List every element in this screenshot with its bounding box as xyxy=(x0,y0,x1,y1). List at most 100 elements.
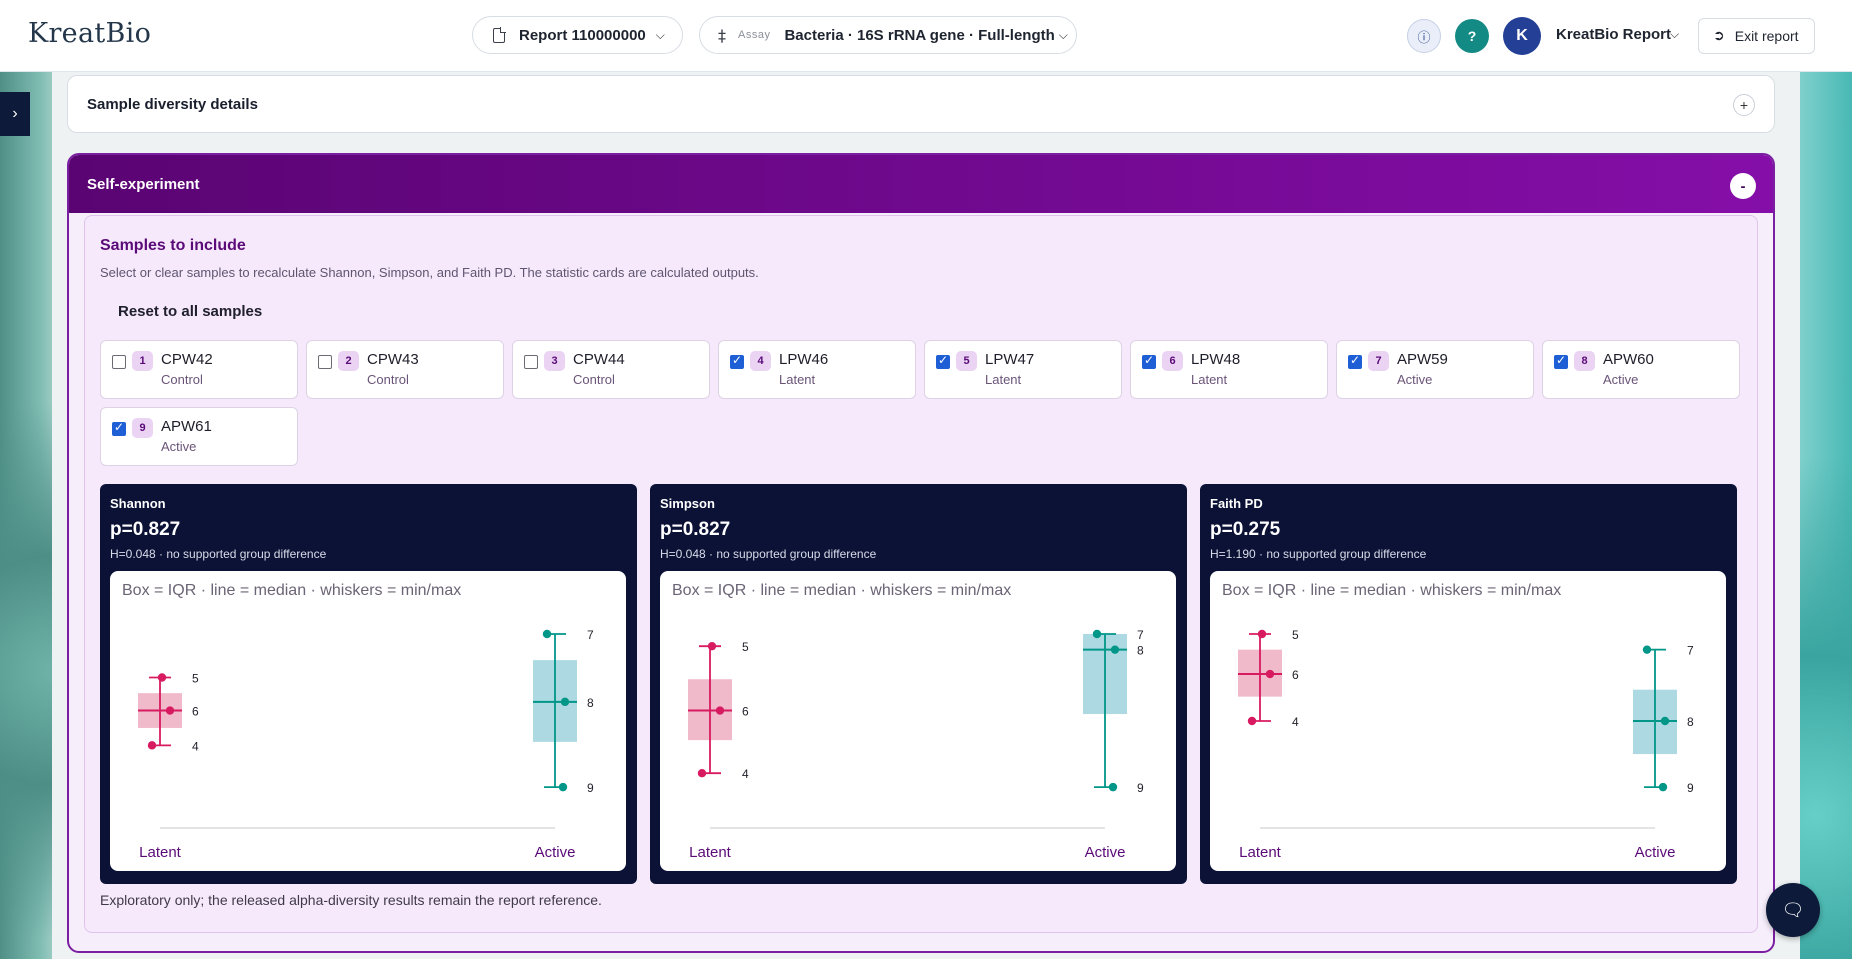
stat-title: Faith PD xyxy=(1210,496,1263,511)
sample-group: Latent xyxy=(1191,372,1228,387)
logo-text: KreatBio xyxy=(28,18,152,49)
exit-icon: ➲ xyxy=(1713,28,1725,44)
stat-card-shannon: Shannon p=0.827 H=0.048 · no supported g… xyxy=(100,484,637,884)
sample-checkbox[interactable] xyxy=(112,355,126,369)
point-label: 5 xyxy=(742,640,749,654)
reset-samples-button[interactable]: Reset to all samples xyxy=(118,303,263,320)
sample-number: 1 xyxy=(132,351,153,371)
data-point xyxy=(715,706,725,715)
chevron-down-icon[interactable]: ⌵ xyxy=(1670,27,1680,41)
sample-option-cpw42[interactable]: 1 CPW42 Control xyxy=(100,340,298,399)
sample-name: LPW48 xyxy=(1191,351,1241,368)
assay-tag: Assay xyxy=(738,29,771,41)
sample-number: 9 xyxy=(132,418,153,438)
chevron-down-icon: ⌵ xyxy=(655,27,665,42)
sample-option-apw60[interactable]: 8 APW60 Active xyxy=(1542,340,1740,399)
sample-name: APW60 xyxy=(1603,351,1654,368)
sample-number: 4 xyxy=(750,351,771,371)
help-icon: ? xyxy=(1467,28,1477,44)
point-label: 5 xyxy=(192,672,199,686)
sample-name: CPW44 xyxy=(573,351,625,368)
box-plot: Box = IQR · line = median · whiskers = m… xyxy=(660,571,1176,871)
stat-p-value: p=0.275 xyxy=(1210,519,1281,540)
stat-card-simpson: Simpson p=0.827 H=0.048 · no supported g… xyxy=(650,484,1187,884)
plot-legend-note: Box = IQR · line = median · whiskers = m… xyxy=(672,582,1012,599)
box-plot-svg: 5 6 4 Latent 7 8 9 Active xyxy=(1238,628,1694,861)
sample-checkbox[interactable] xyxy=(730,353,744,369)
sample-checkbox[interactable] xyxy=(112,420,126,436)
assay-selector[interactable]: ‡ Assay Bacteria · 16S rRNA gene · Full-… xyxy=(699,16,1077,54)
sample-checkbox[interactable] xyxy=(524,355,538,369)
point-label: 4 xyxy=(742,767,749,781)
samples-title: Samples to include xyxy=(100,237,246,254)
sample-checkbox[interactable] xyxy=(1142,353,1156,369)
point-label: 9 xyxy=(1137,781,1144,795)
sample-checkbox[interactable] xyxy=(318,355,332,369)
point-label: 9 xyxy=(587,781,594,795)
user-name[interactable]: KreatBio Report xyxy=(1556,26,1672,43)
plot-legend-note: Box = IQR · line = median · whiskers = m… xyxy=(122,582,462,599)
data-point xyxy=(1660,716,1670,726)
chevron-right-icon: › xyxy=(12,105,18,122)
sample-number: 7 xyxy=(1368,351,1389,371)
collapse-button[interactable]: - xyxy=(1730,173,1756,199)
sample-option-apw59[interactable]: 7 APW59 Active xyxy=(1336,340,1534,399)
assay-value: Bacteria · 16S rRNA gene · Full-length xyxy=(784,26,1055,44)
sample-name: CPW43 xyxy=(367,351,419,368)
data-point xyxy=(697,769,707,778)
category-label-latent: Latent xyxy=(139,844,182,861)
sample-group: Control xyxy=(573,372,615,387)
data-point xyxy=(147,741,157,750)
self-experiment-header[interactable]: Self-experiment - xyxy=(69,155,1773,213)
stat-p-value: p=0.827 xyxy=(660,519,731,540)
help-button[interactable]: ? xyxy=(1455,19,1489,53)
data-point xyxy=(1247,716,1257,726)
report-label: Report 110000000 xyxy=(519,26,646,44)
report-selector[interactable]: Report 110000000 ⌵ xyxy=(472,16,683,54)
data-point xyxy=(1265,669,1275,679)
data-point xyxy=(558,782,568,792)
data-point xyxy=(542,629,552,639)
point-label: 4 xyxy=(1292,715,1299,729)
sample-checkbox[interactable] xyxy=(1348,353,1362,369)
info-button[interactable]: ⓘ xyxy=(1407,19,1441,53)
stat-subtitle: H=0.048 · no supported group difference xyxy=(110,547,327,561)
category-label-active: Active xyxy=(1085,844,1126,861)
sidebar-toggle[interactable]: › xyxy=(0,92,30,136)
sample-option-lpw48[interactable]: 6 LPW48 Latent xyxy=(1130,340,1328,399)
exit-label: Exit report xyxy=(1734,28,1799,44)
diversity-details-card[interactable]: Sample diversity details + xyxy=(67,75,1775,133)
footnote: Exploratory only; the released alpha-div… xyxy=(100,892,602,908)
chat-button[interactable]: 🗨 xyxy=(1766,883,1820,937)
sample-option-lpw47[interactable]: 5 LPW47 Latent xyxy=(924,340,1122,399)
sample-option-cpw43[interactable]: 2 CPW43 Control xyxy=(306,340,504,399)
sample-number: 6 xyxy=(1162,351,1183,371)
sample-checkbox[interactable] xyxy=(1554,353,1568,369)
sample-name: CPW42 xyxy=(161,351,213,368)
box-plot-svg: 5 6 4 Latent 7 8 9 Active xyxy=(688,628,1144,861)
point-label: 7 xyxy=(587,628,594,642)
stat-title: Shannon xyxy=(110,496,166,511)
stat-p-value: p=0.827 xyxy=(110,519,181,540)
point-label: 6 xyxy=(192,705,199,719)
sample-name: APW61 xyxy=(161,418,212,435)
point-label: 8 xyxy=(1137,644,1144,658)
assay-icon: ‡ xyxy=(718,25,726,45)
box-plot: Box = IQR · line = median · whiskers = m… xyxy=(110,571,626,871)
sample-option-apw61[interactable]: 9 APW61 Active xyxy=(100,407,298,466)
point-label: 8 xyxy=(1687,715,1694,729)
logo[interactable]: KreatBio xyxy=(28,18,151,49)
sample-option-cpw44[interactable]: 3 CPW44 Control xyxy=(512,340,710,399)
sample-option-lpw46[interactable]: 4 LPW46 Latent xyxy=(718,340,916,399)
sample-group: Active xyxy=(1603,372,1639,387)
samples-description: Select or clear samples to recalculate S… xyxy=(100,265,759,280)
exit-report-button[interactable]: ➲ Exit report xyxy=(1698,18,1815,54)
sample-number: 5 xyxy=(956,351,977,371)
sample-checkbox[interactable] xyxy=(936,353,950,369)
data-point xyxy=(1257,629,1267,639)
avatar[interactable]: K xyxy=(1503,17,1541,55)
data-point xyxy=(1658,782,1668,792)
document-icon xyxy=(493,26,506,43)
expand-button[interactable]: + xyxy=(1733,94,1755,116)
data-point xyxy=(707,641,717,651)
